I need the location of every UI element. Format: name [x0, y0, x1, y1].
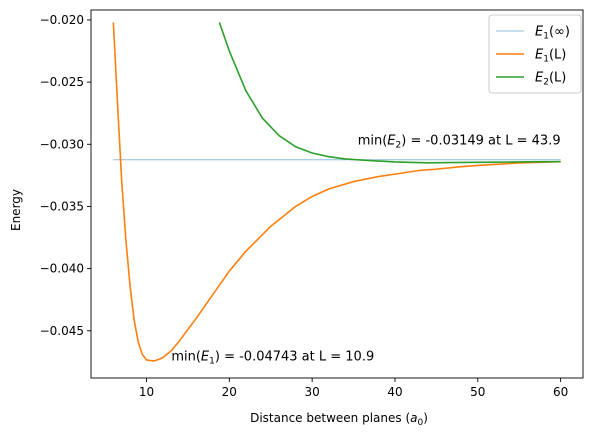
legend: E1(∞) E1(L) E2(L) [488, 14, 582, 94]
legend-label-e1-inf-rest: (∞) [549, 25, 570, 40]
legend-label-e2-l-symbol: E [535, 71, 544, 86]
legend-label-e1-inf: E1(∞) [535, 25, 570, 42]
legend-label-e1-l-symbol: E [535, 48, 544, 63]
x-axis-label: Distance between planes (a0) [250, 411, 428, 428]
legend-label-e1-inf-symbol: E [535, 25, 544, 40]
legend-label-e2-l: E2(L) [535, 71, 566, 88]
x-tick-label: 30 [305, 385, 320, 399]
x-tick-label: 10 [139, 385, 154, 399]
y-tick-label: −0.025 [40, 75, 84, 89]
legend-label-e2-l-rest: (L) [549, 71, 566, 86]
series-line-e1-l [112, 22, 561, 362]
axes: 10 20 30 40 50 60 −0.045 −0.040 −0.035 −0.030 −0.0… [40, 9, 584, 399]
legend-label-e1-l-subscript: 1 [543, 55, 549, 65]
y-tick-label: −0.030 [40, 137, 84, 151]
y-tick-label: −0.020 [40, 13, 84, 27]
legend-label-e2-l-subscript: 2 [543, 78, 549, 88]
x-axis-label-symbol: a [410, 411, 417, 425]
legend-label-e1-l-rest: (L) [549, 48, 566, 63]
annotation-min-e2-subscript: 2 [396, 140, 402, 150]
y-tick-label: −0.040 [40, 262, 84, 276]
x-tick-label: 40 [387, 385, 402, 399]
annotation-min-e2: min(E2) = -0.03149 at L = 43.9 [358, 133, 561, 150]
x-tick-label: 20 [222, 385, 237, 399]
plot-area [112, 22, 561, 362]
x-axis-label-subscript: 0 [417, 418, 423, 428]
annotation-min-e2-pre: min( [358, 133, 388, 148]
x-tick-label: 50 [470, 385, 485, 399]
y-tick-label: −0.045 [40, 324, 84, 338]
annotation-min-e2-post: ) = -0.03149 at L = 43.9 [401, 133, 560, 148]
legend-label-e1-inf-subscript: 1 [543, 32, 549, 42]
annotation-min-e1-post: ) = -0.04743 at L = 10.9 [215, 350, 374, 365]
y-axis-label: Energy [9, 189, 23, 231]
x-tick-label: 60 [553, 385, 568, 399]
annotation-min-e1-subscript: 1 [209, 357, 215, 367]
series-line-e2-l [218, 22, 561, 164]
legend-label-e1-l: E1(L) [535, 48, 566, 65]
legend-frame [488, 14, 582, 94]
x-axis-label-close: ) [423, 411, 428, 425]
annotation-min-e1: min(E1) = -0.04743 at L = 10.9 [171, 350, 374, 367]
annotation-min-e2-symbol: E [387, 133, 396, 148]
x-axis-label-main: Distance between planes ( [250, 411, 410, 425]
annotation-min-e1-symbol: E [201, 350, 210, 365]
annotation-min-e1-pre: min( [171, 350, 201, 365]
y-tick-label: −0.035 [40, 199, 84, 213]
axes-frame [90, 9, 584, 379]
annotation-min-e1-text: min(E1) = -0.04743 at L = 10.9 [171, 350, 374, 367]
annotation-min-e2-text: min(E2) = -0.03149 at L = 43.9 [358, 133, 561, 150]
